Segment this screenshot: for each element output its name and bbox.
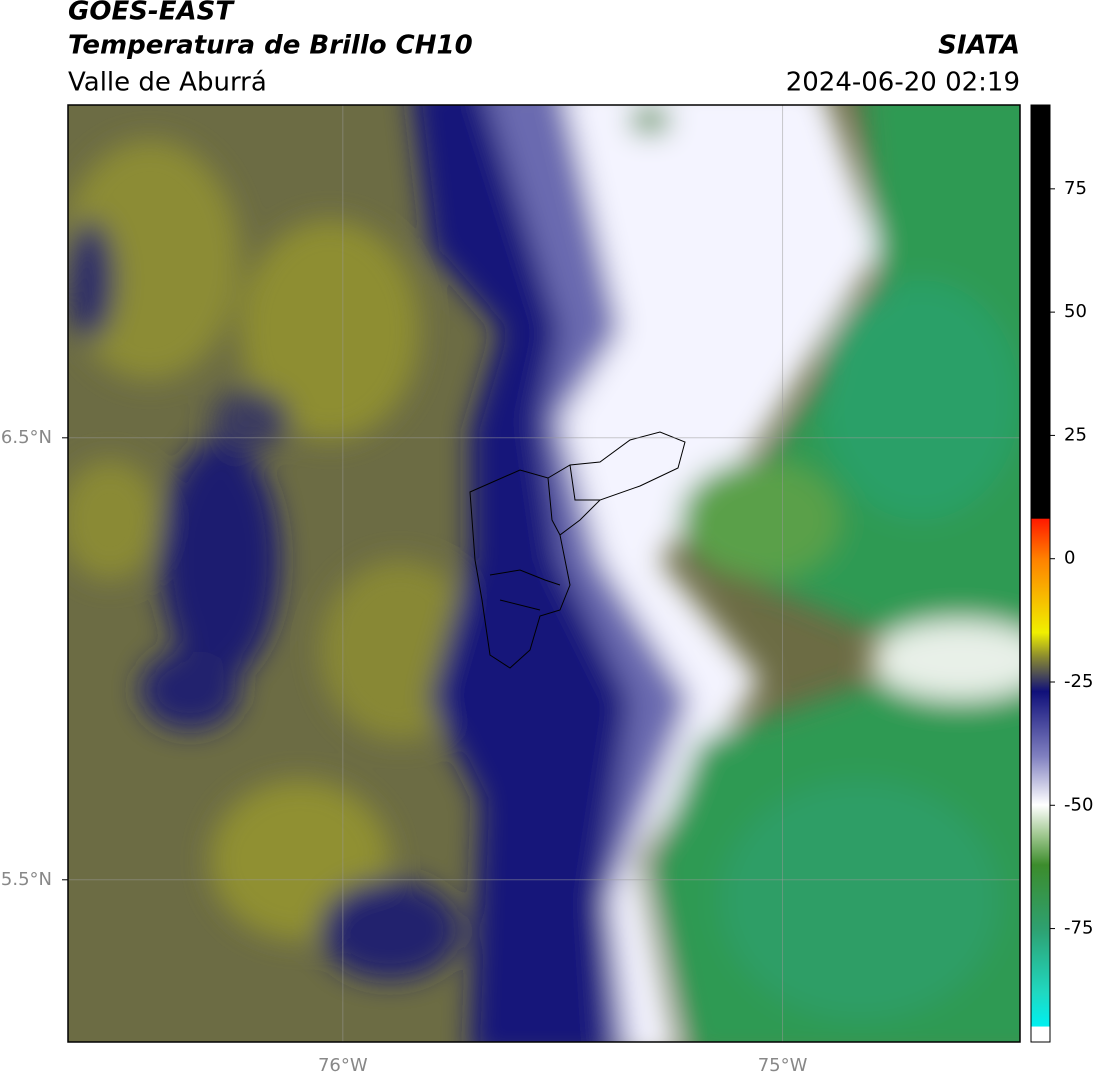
colorbar-tick-label: 50 bbox=[1064, 301, 1087, 322]
title: GOES-EAST bbox=[68, 0, 235, 27]
colorbar-tick-label: -25 bbox=[1064, 671, 1093, 692]
y-tick-label: 6.5°N bbox=[1, 427, 52, 448]
colorbar-tick-label: 25 bbox=[1064, 424, 1087, 445]
region: Valle de Aburrá bbox=[68, 68, 267, 98]
colorbar-tick-label: 75 bbox=[1064, 178, 1087, 199]
colorbar-tick-label: -75 bbox=[1064, 918, 1093, 939]
colorbar-tick-label: -50 bbox=[1064, 794, 1093, 815]
y-tick-label: 5.5°N bbox=[1, 869, 52, 890]
datetime: 2024-06-20 02:19 bbox=[786, 68, 1020, 98]
colorbar bbox=[1030, 104, 1051, 1043]
source: SIATA bbox=[938, 31, 1020, 61]
x-tick-label: 75°W bbox=[758, 1055, 808, 1076]
colorbar-tick-label: 0 bbox=[1064, 548, 1075, 569]
x-tick-label: 76°W bbox=[318, 1055, 368, 1076]
map-image bbox=[68, 105, 1020, 1042]
map-frame bbox=[67, 104, 1021, 1043]
subtitle: Temperatura de Brillo CH10 bbox=[68, 31, 473, 61]
